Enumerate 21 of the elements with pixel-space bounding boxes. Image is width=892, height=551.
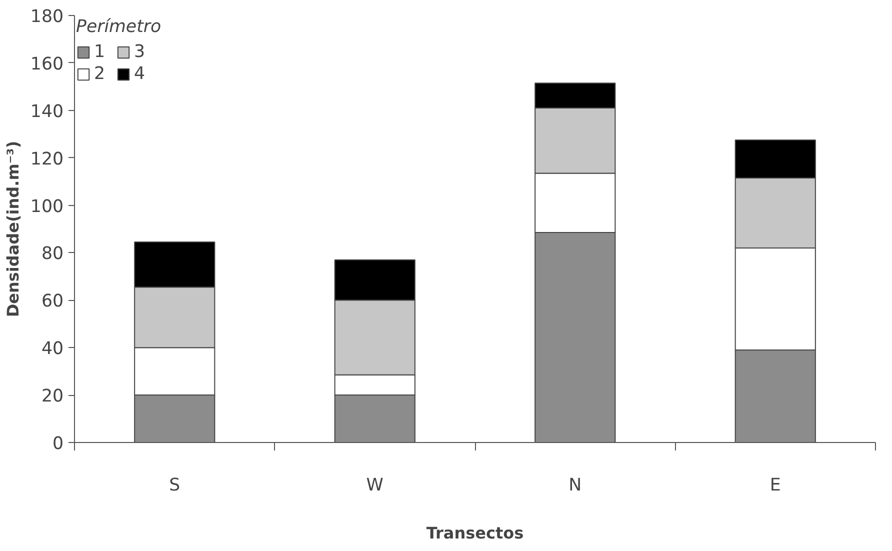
legend-title: Perímetro [76, 17, 162, 37]
y-tick-label: 20 [41, 386, 64, 407]
legend-label: 4 [134, 64, 146, 84]
y-tick-label: 140 [30, 102, 64, 122]
x-tick-label: N [568, 476, 582, 496]
x-tick-label: E [770, 476, 781, 496]
y-tick-label: 80 [41, 244, 64, 264]
legend-label: 3 [134, 42, 146, 62]
y-tick-label: 0 [52, 434, 64, 454]
x-tick-label: S [169, 476, 180, 496]
legend-label: 1 [94, 42, 106, 62]
x-tick-label: W [366, 476, 384, 496]
x-axis-title: Transectos [426, 524, 524, 542]
y-tick-label: 60 [41, 292, 64, 312]
legend-label: 2 [94, 64, 106, 84]
y-tick-label: 180 [30, 7, 64, 27]
y-axis-title: Densidade(ind.m⁻³) [3, 140, 22, 318]
y-tick-label: 120 [30, 149, 64, 170]
y-tick-label: 100 [30, 196, 64, 217]
y-tick-label: 40 [41, 339, 64, 360]
y-tick-label: 160 [30, 54, 64, 74]
